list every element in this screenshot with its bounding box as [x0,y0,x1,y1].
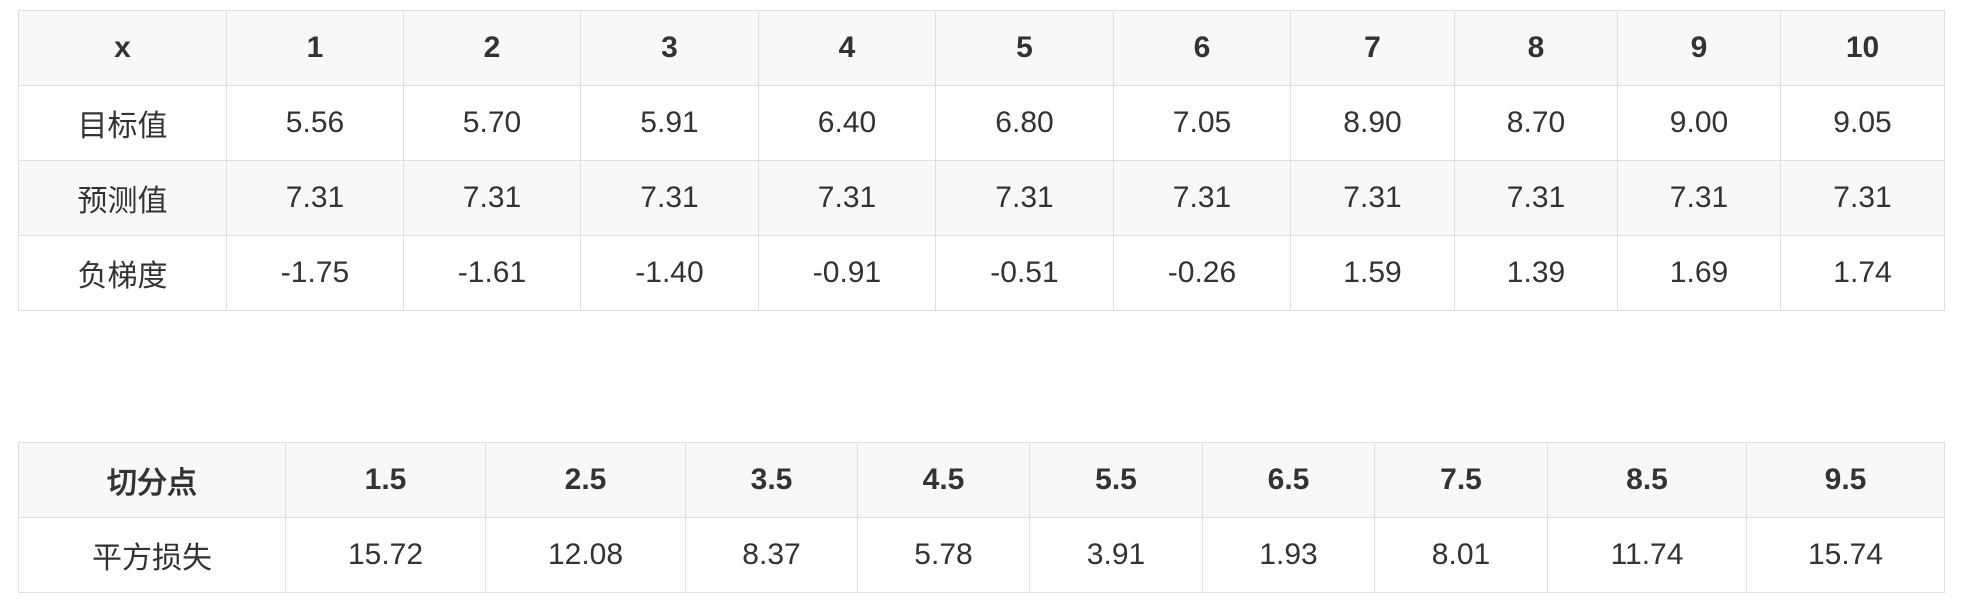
table-cell: 11.74 [1547,517,1747,593]
table-cell: 7.31 [1454,160,1618,236]
table-cell: 1.74 [1780,235,1945,311]
table-cell: 5.70 [403,85,581,161]
table-header-row: x 1 2 3 4 5 6 7 8 9 10 [18,10,1945,86]
table-cell: 5.91 [580,85,759,161]
table-cell: 3.91 [1029,517,1203,593]
table-cell: 9.00 [1617,85,1781,161]
table-cell: 12.08 [485,517,686,593]
table-cell: 8.70 [1454,85,1618,161]
header-cell: x [18,10,227,86]
row-label: 预测值 [18,160,227,236]
table-row: 预测值 7.31 7.31 7.31 7.31 7.31 7.31 7.31 7… [18,160,1945,236]
row-label: 平方损失 [18,517,286,593]
header-cell: 4.5 [857,442,1030,518]
header-cell: 8 [1454,10,1618,86]
header-cell: 6 [1113,10,1291,86]
table-cell: -1.75 [226,235,404,311]
row-label: 负梯度 [18,235,227,311]
table-cell: 5.56 [226,85,404,161]
table-cell: 7.31 [1617,160,1781,236]
table-cell: 7.31 [403,160,581,236]
table-cell: 6.80 [935,85,1114,161]
header-cell: 切分点 [18,442,286,518]
table-cell: 8.01 [1374,517,1548,593]
header-cell: 2.5 [485,442,686,518]
table-cell: 7.31 [580,160,759,236]
table-cell: 1.69 [1617,235,1781,311]
header-cell: 5.5 [1029,442,1203,518]
split-loss-table: 切分点 1.5 2.5 3.5 4.5 5.5 6.5 7.5 8.5 9.5 … [18,442,1945,593]
header-cell: 7 [1290,10,1455,86]
header-cell: 4 [758,10,936,86]
table-header-row: 切分点 1.5 2.5 3.5 4.5 5.5 6.5 7.5 8.5 9.5 [18,442,1945,518]
header-cell: 1.5 [285,442,486,518]
table-cell: 7.31 [758,160,936,236]
header-cell: 10 [1780,10,1945,86]
table-cell: 1.93 [1202,517,1375,593]
table-cell: -0.91 [758,235,936,311]
table-row: 负梯度 -1.75 -1.61 -1.40 -0.91 -0.51 -0.26 … [18,235,1945,311]
table-cell: -0.51 [935,235,1114,311]
table-cell: 7.31 [1290,160,1455,236]
table-cell: 1.39 [1454,235,1618,311]
header-cell: 9.5 [1746,442,1945,518]
table-cell: 8.90 [1290,85,1455,161]
table-row: 平方损失 15.72 12.08 8.37 5.78 3.91 1.93 8.0… [18,517,1945,593]
table-cell: 7.31 [935,160,1114,236]
header-cell: 3.5 [685,442,858,518]
table-cell: 6.40 [758,85,936,161]
row-label: 目标值 [18,85,227,161]
header-cell: 5 [935,10,1114,86]
table-cell: 9.05 [1780,85,1945,161]
table-cell: -1.61 [403,235,581,311]
table-row: 目标值 5.56 5.70 5.91 6.40 6.80 7.05 8.90 8… [18,85,1945,161]
table-cell: -0.26 [1113,235,1291,311]
header-cell: 6.5 [1202,442,1375,518]
table-cell: 15.74 [1746,517,1945,593]
table-cell: 7.05 [1113,85,1291,161]
header-cell: 9 [1617,10,1781,86]
table-cell: 7.31 [226,160,404,236]
table-cell: 8.37 [685,517,858,593]
header-cell: 8.5 [1547,442,1747,518]
table-cell: 5.78 [857,517,1030,593]
table-cell: 7.31 [1113,160,1291,236]
residual-table: x 1 2 3 4 5 6 7 8 9 10 目标值 5.56 5.70 5.9… [18,10,1945,311]
table-cell: 1.59 [1290,235,1455,311]
header-cell: 1 [226,10,404,86]
header-cell: 7.5 [1374,442,1548,518]
header-cell: 2 [403,10,581,86]
table-cell: 7.31 [1780,160,1945,236]
header-cell: 3 [580,10,759,86]
table-cell: 15.72 [285,517,486,593]
table-cell: -1.40 [580,235,759,311]
